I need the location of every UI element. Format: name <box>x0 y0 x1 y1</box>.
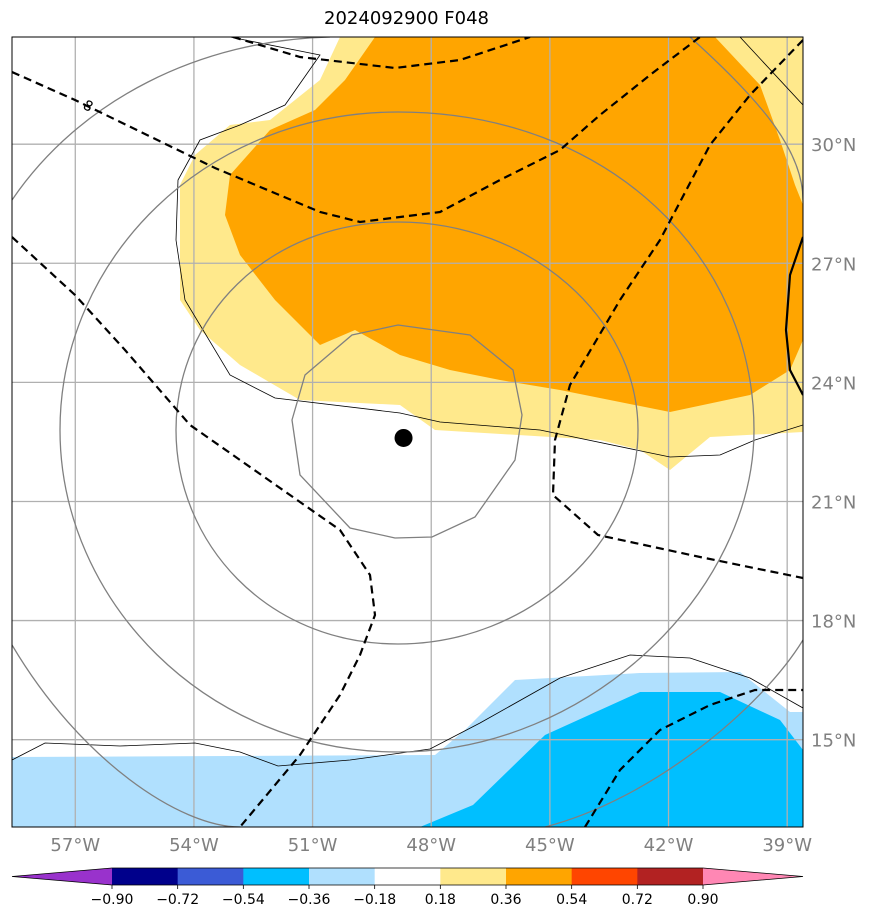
gray-contour-ring-1 <box>291 324 523 539</box>
colorbar-extend-low <box>12 868 112 885</box>
colorbar-segment <box>309 868 376 885</box>
colorbar-tick-label: −0.18 <box>353 892 396 908</box>
colorbar-tick-label: 0.18 <box>425 892 456 908</box>
longitude-labels: 57°W 54°W 51°W 48°W 45°W 42°W 39°W <box>50 835 812 856</box>
lat-tick-label: 30°N <box>811 135 856 156</box>
gray-contour-outer <box>12 37 331 201</box>
lat-tick-label: 18°N <box>811 612 856 633</box>
dashed-contour <box>12 236 377 827</box>
colorbar-segment <box>112 868 179 885</box>
colorbar-segment <box>440 868 507 885</box>
gray-contour-ring-2 <box>175 221 639 645</box>
lon-tick-label: 39°W <box>762 835 812 856</box>
dashed-contours <box>12 37 803 827</box>
map-frame <box>11 36 804 828</box>
colorbar-segment <box>243 868 310 885</box>
lat-tick-label: 27°N <box>811 254 856 275</box>
lon-tick-label: 57°W <box>50 835 100 856</box>
dashed-contour <box>551 39 803 580</box>
colorbar-tick-label: −0.54 <box>222 892 265 908</box>
lon-tick-label: 51°W <box>288 835 338 856</box>
thin-contour <box>12 654 803 767</box>
colorbar: −0.90 −0.72 −0.54 −0.36 −0.18 0.18 0.36 0.54 0.7… <box>11 867 804 908</box>
colorbar-segment <box>374 868 441 885</box>
colorbar-tick-label: 0.72 <box>622 892 653 908</box>
gray-contours <box>12 37 803 827</box>
map-plot-area: 8 <box>12 37 803 827</box>
colorbar-segment <box>571 868 638 885</box>
latitude-labels: 30°N 27°N 24°N 21°N 18°N 15°N <box>811 135 856 751</box>
fill-orange <box>225 37 803 412</box>
lon-tick-label: 42°W <box>644 835 694 856</box>
lat-tick-label: 24°N <box>811 373 856 394</box>
colorbar-segment <box>177 868 244 885</box>
lat-tick-label: 15°N <box>811 731 856 752</box>
colorbar-segment <box>506 868 573 885</box>
dashed-contour <box>12 37 701 224</box>
thin-contour <box>175 37 803 458</box>
thin-contour <box>739 37 803 106</box>
gray-contour-outer <box>12 644 241 827</box>
lon-tick-label: 45°W <box>525 835 575 856</box>
colorbar-extend-high <box>703 868 803 885</box>
colorbar-segment <box>637 868 704 885</box>
gray-contour-ring-3 <box>59 111 755 753</box>
colorbar-tick-label: 0.54 <box>556 892 587 908</box>
colorbar-tick-label: 0.36 <box>490 892 521 908</box>
bold-contour <box>784 236 803 396</box>
colorbar-tick-label: −0.36 <box>288 892 331 908</box>
gray-contour-outer <box>689 37 803 201</box>
contour-label: 8 <box>80 97 95 115</box>
colorbar-tick-label: −0.90 <box>91 892 134 908</box>
dashed-contour <box>232 37 531 70</box>
lon-tick-label: 54°W <box>169 835 219 856</box>
colorbar-tick-label: 0.90 <box>687 892 718 908</box>
lat-tick-label: 21°N <box>811 492 856 513</box>
storm-center-marker <box>394 428 413 447</box>
fill-deep-sky-blue <box>420 692 803 827</box>
gray-contour-outer <box>544 639 803 827</box>
gridlines <box>12 37 803 827</box>
dashed-contour <box>584 688 803 827</box>
chart-title: 2024092900 F048 <box>324 8 489 29</box>
lon-tick-label: 48°W <box>406 835 456 856</box>
colorbar-tick-label: −0.72 <box>156 892 199 908</box>
